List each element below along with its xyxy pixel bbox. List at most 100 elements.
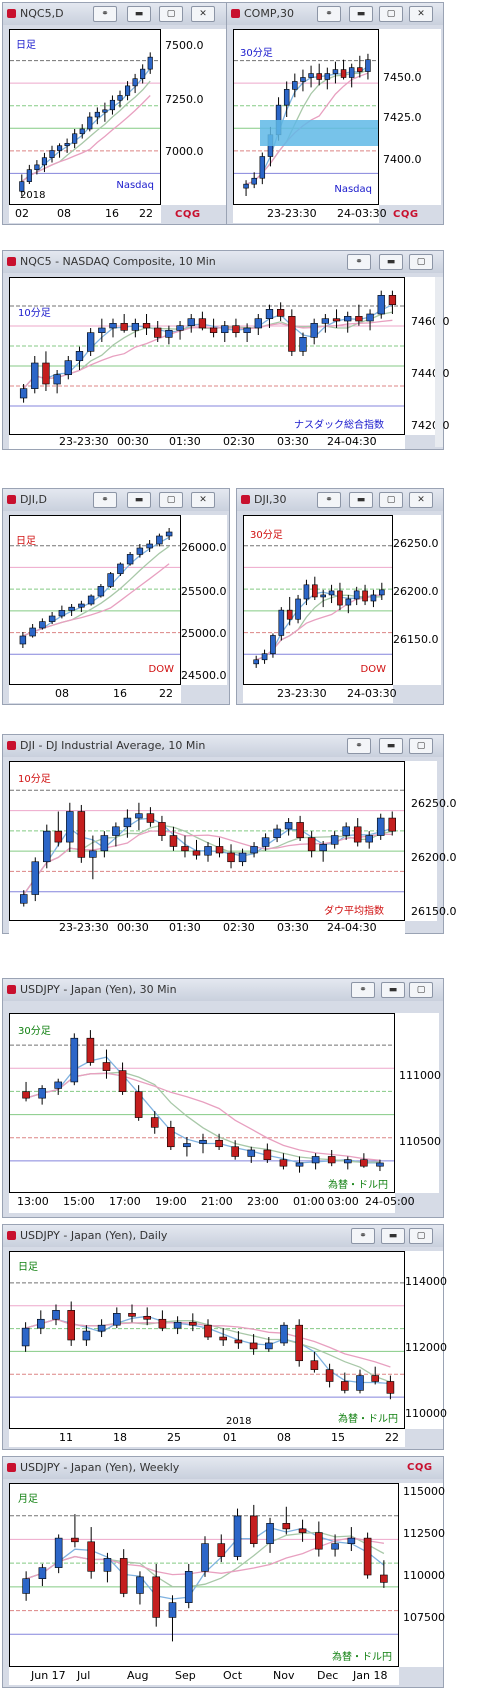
window-titlebar[interactable]: NQC5 - NASDAQ Composite, 10 Min ⚭ ▬ ▢	[3, 251, 443, 273]
candle-body	[26, 169, 32, 182]
timeframe-label: 30分足	[18, 1026, 51, 1037]
link-button[interactable]: ⚭	[347, 738, 371, 754]
time-axis[interactable]: Jun 17 Jul Aug Sep Oct Nov Dec Jan 18	[9, 1667, 399, 1685]
link-button[interactable]: ⚭	[351, 1228, 375, 1244]
price-axis[interactable]: 111000 110500	[395, 1013, 441, 1193]
time-axis[interactable]: 08 16 22	[9, 685, 181, 703]
link-button[interactable]: ⚭	[93, 492, 117, 508]
price-axis[interactable]: 7500.0 7250.0 7000.0	[161, 29, 227, 205]
price-tick: 26250.0	[411, 797, 457, 810]
window-titlebar[interactable]: NQC5,D ⚭ ▬ ▢ ✕	[3, 3, 229, 25]
candle-body	[68, 606, 75, 611]
price-tick: 114000	[405, 1275, 447, 1288]
candle-body	[204, 846, 212, 856]
chart-plot-area[interactable]: 30分足 Nasdaq	[233, 29, 379, 205]
link-button[interactable]: ⚭	[317, 492, 341, 508]
chart-window-nqc5-daily[interactable]: NQC5,D ⚭ ▬ ▢ ✕ 日足 Nasdaq 2018 7500.0 725…	[2, 2, 230, 225]
candle-body	[70, 1037, 79, 1083]
close-button[interactable]: ✕	[191, 6, 215, 22]
chart-plot-area[interactable]: 日足 為替・ドル円 2018	[9, 1251, 405, 1429]
candle-body	[118, 1070, 127, 1092]
window-titlebar[interactable]: USDJPY - Japan (Yen), Weekly CQG	[3, 1457, 443, 1479]
window-titlebar[interactable]: DJI,30 ⚭ ▬ ▢ ✕	[237, 489, 443, 511]
window-titlebar[interactable]: USDJPY - Japan (Yen), Daily ⚭ ▬ ▢	[3, 1225, 443, 1247]
vertical-scrollbar[interactable]	[435, 277, 443, 447]
chart-window-comp-30min[interactable]: COMP,30 ⚭ ▬ ▢ ✕ 30分足 Nasdaq 7450.0 7425.…	[226, 2, 444, 225]
window-titlebar[interactable]: DJI,D ⚭ ▬ ▢ ✕	[3, 489, 229, 511]
time-axis[interactable]: 02 08 16 22	[9, 205, 161, 223]
price-axis[interactable]: 26000.0 25500.0 25000.0 24500.0	[181, 515, 227, 685]
chart-plot-area[interactable]: 30分足 DOW	[243, 515, 393, 685]
candle-body	[227, 852, 235, 863]
price-axis[interactable]: 7450.0 7425.0 7400.0	[379, 29, 441, 205]
candle-body	[21, 1327, 30, 1347]
time-axis[interactable]: 23-23:30 24-03:30	[233, 205, 387, 223]
chart-window-dji-daily[interactable]: DJI,D ⚭ ▬ ▢ ✕ 日足 DOW 26000.0 25500.0 250…	[2, 488, 230, 705]
chart-plot-area[interactable]: 日足 Nasdaq 2018	[9, 29, 161, 205]
candle-body	[221, 325, 229, 333]
chart-plot-area[interactable]: 10分足 ダウ平均指数	[9, 761, 405, 921]
candle-body	[243, 183, 249, 189]
close-button[interactable]: ✕	[409, 6, 433, 22]
maximize-button[interactable]: ▢	[409, 1228, 433, 1244]
price-axis[interactable]: 26250.0 26200.0 26150.0	[393, 515, 441, 685]
minimize-button[interactable]: ▬	[349, 492, 373, 508]
candle-body	[204, 1324, 212, 1338]
candle-body	[53, 374, 61, 385]
candle-body	[42, 362, 50, 385]
candle-body	[232, 325, 240, 333]
chart-plot-area[interactable]: 10分足 ナスダック総合指数	[9, 277, 405, 435]
maximize-button[interactable]: ▢	[409, 738, 433, 754]
maximize-button[interactable]: ▢	[379, 6, 403, 22]
price-axis[interactable]: 26250.0 26200.0 26150.0	[405, 761, 457, 921]
link-button[interactable]: ⚭	[351, 982, 375, 998]
maximize-button[interactable]: ▢	[159, 6, 183, 22]
candle-body	[288, 316, 296, 352]
chart-plot-area[interactable]: 30分足 為替・ドル円	[9, 1013, 395, 1193]
price-axis[interactable]: 115000 112500 110000 107500	[399, 1483, 445, 1667]
link-button[interactable]: ⚭	[347, 254, 371, 270]
price-axis[interactable]: 7460.0 7440.0 7420.0	[405, 277, 450, 435]
window-titlebar[interactable]: COMP,30 ⚭ ▬ ▢ ✕	[227, 3, 443, 25]
chart-window-usdjpy-weekly[interactable]: USDJPY - Japan (Yen), Weekly CQG 月足 為替・ド…	[2, 1456, 445, 1688]
close-button[interactable]: ✕	[191, 492, 215, 508]
maximize-button[interactable]: ▢	[159, 492, 183, 508]
candle-body	[377, 295, 385, 315]
maximize-button[interactable]: ▢	[379, 492, 403, 508]
maximize-button[interactable]: ▢	[409, 982, 433, 998]
minimize-button[interactable]: ▬	[127, 492, 151, 508]
price-tick: 26000.0	[181, 541, 227, 554]
minimize-button[interactable]: ▬	[379, 738, 403, 754]
window-titlebar[interactable]: DJI - DJ Industrial Average, 10 Min ⚭ ▬ …	[3, 735, 443, 757]
time-axis[interactable]: 23-23:30 00:30 01:30 02:30 03:30 24-04:3…	[9, 435, 405, 449]
chart-plot-area[interactable]: 日足 DOW	[9, 515, 181, 685]
time-axis[interactable]: 23-23:30 00:30 01:30 02:30 03:30 24-04:3…	[9, 921, 405, 935]
time-axis[interactable]: 13:00 15:00 17:00 19:00 21:00 23:00 01:0…	[9, 1193, 415, 1213]
minimize-button[interactable]: ▬	[379, 254, 403, 270]
chart-window-nasdaq-10min[interactable]: NQC5 - NASDAQ Composite, 10 Min ⚭ ▬ ▢ 10…	[2, 250, 450, 450]
candle-body	[183, 1143, 191, 1148]
price-axis[interactable]: 114000 112000 110000	[405, 1251, 447, 1429]
time-tick: 23-23:30	[267, 207, 317, 220]
minimize-button[interactable]: ▬	[381, 1228, 405, 1244]
chart-window-dji-10min[interactable]: DJI - DJ Industrial Average, 10 Min ⚭ ▬ …	[2, 734, 457, 935]
maximize-button[interactable]: ▢	[409, 254, 433, 270]
moving-average-line	[245, 65, 369, 185]
candle-body	[132, 78, 138, 87]
link-button[interactable]: ⚭	[93, 6, 117, 22]
link-button[interactable]: ⚭	[317, 6, 341, 22]
chart-window-usdjpy-30min[interactable]: USDJPY - Japan (Yen), 30 Min ⚭ ▬ ▢ 30分足 …	[2, 978, 444, 1218]
minimize-button[interactable]: ▬	[381, 982, 405, 998]
chart-plot-area[interactable]: 月足 為替・ドル円	[9, 1483, 399, 1667]
minimize-button[interactable]: ▬	[127, 6, 151, 22]
candle-body	[265, 1342, 273, 1350]
candle-body	[100, 835, 109, 852]
chart-window-dji-30min[interactable]: DJI,30 ⚭ ▬ ▢ ✕ 30分足 DOW 26250.0 26200.0 …	[236, 488, 444, 705]
time-axis[interactable]: 23-23:30 24-03:30	[243, 685, 397, 703]
chart-window-usdjpy-daily[interactable]: USDJPY - Japan (Yen), Daily ⚭ ▬ ▢ 日足 為替・…	[2, 1224, 447, 1450]
time-axis[interactable]: 11 18 25 01 08 15 22	[9, 1429, 405, 1447]
candle-body	[209, 327, 218, 333]
close-button[interactable]: ✕	[409, 492, 433, 508]
window-titlebar[interactable]: USDJPY - Japan (Yen), 30 Min ⚭ ▬ ▢	[3, 979, 443, 1001]
minimize-button[interactable]: ▬	[349, 6, 373, 22]
